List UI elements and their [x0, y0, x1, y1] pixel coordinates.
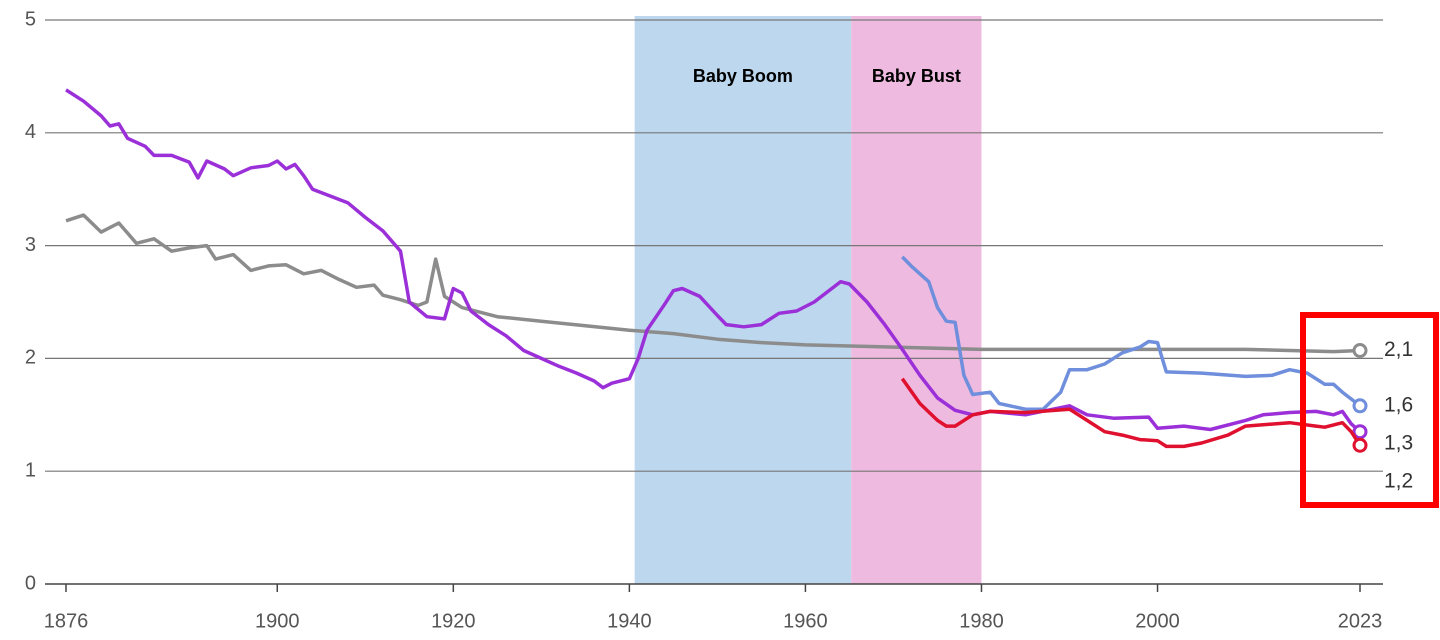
x-tick-label: 1940 [607, 610, 652, 632]
x-tick-label: 1980 [959, 610, 1004, 632]
x-tick-label: 2023 [1338, 610, 1383, 632]
series-line [901, 255, 1362, 411]
end-point [1352, 343, 1368, 359]
x-tick-label: 1920 [431, 610, 476, 632]
x-tick-label: 1960 [783, 610, 828, 632]
y-tick-label: 5 [25, 8, 36, 30]
x-tick-label: 1900 [255, 610, 300, 632]
y-tick-label: 3 [25, 234, 36, 256]
y-tick-label: 2 [25, 347, 36, 369]
end-label: 1,2 [1384, 469, 1413, 492]
x-tick-label: 2000 [1135, 610, 1180, 632]
y-tick-label: 1 [25, 459, 36, 481]
series-line [900, 377, 1362, 449]
end-label: 1,3 [1384, 431, 1413, 454]
band-label: Baby Bust [872, 66, 961, 86]
x-tick-label: 1876 [44, 610, 89, 632]
series-line [65, 213, 1361, 354]
end-point [1352, 437, 1368, 453]
end-point [1352, 424, 1368, 440]
series-line [65, 88, 1362, 434]
y-tick-label: 0 [25, 572, 36, 594]
band [851, 16, 982, 584]
end-point [1352, 398, 1368, 414]
band-label: Baby Boom [693, 66, 793, 86]
end-label: 1,6 [1384, 393, 1413, 416]
y-tick-label: 4 [25, 121, 36, 143]
end-label: 2,1 [1384, 338, 1413, 361]
highlight-box [1300, 312, 1439, 508]
